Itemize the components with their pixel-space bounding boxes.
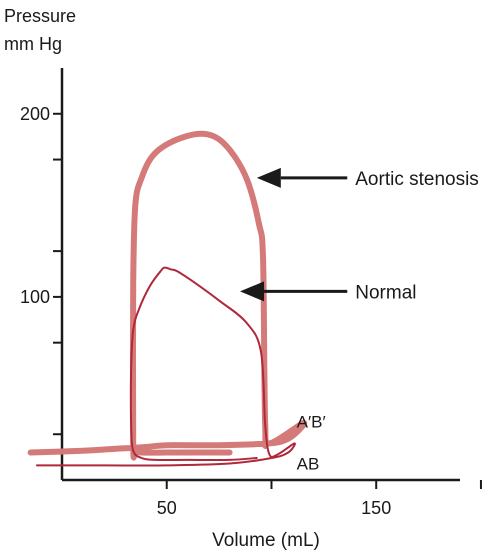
ticks: 100 200 50 150: [20, 104, 482, 518]
axes: [60, 68, 460, 482]
y-axis-label-line-1: Pressure: [4, 6, 76, 26]
y-tick-label: 100: [20, 287, 50, 307]
annotations: Aortic stenosis Normal A′B′ AB: [240, 167, 479, 474]
aortic-stenosis-loop: [27, 130, 308, 461]
pv-loops: [27, 130, 308, 467]
point-label: A′B′: [297, 412, 326, 431]
annotation-arrow-head: [240, 281, 265, 302]
x-tick-label: 50: [157, 498, 177, 518]
y-axis-label-line-2: mm Hg: [4, 34, 62, 54]
annotation-arrow-head: [256, 167, 281, 188]
x-axis-label: Volume (mL): [212, 530, 320, 551]
annotation-label: Normal: [355, 282, 416, 303]
annotation-label: Aortic stenosis: [355, 169, 479, 190]
normal-loop: [35, 266, 296, 467]
y-tick-label: 200: [20, 104, 50, 124]
x-tick-label: 150: [361, 498, 391, 518]
point-label: AB: [297, 455, 320, 474]
